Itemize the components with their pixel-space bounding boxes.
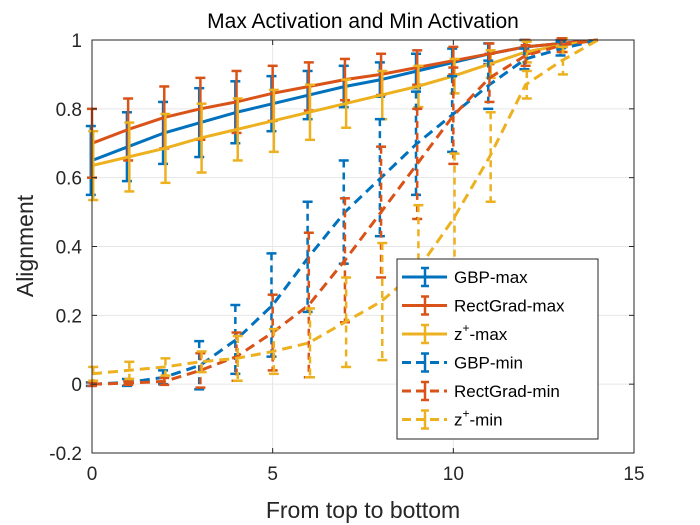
ticks: 0 5 10 15-0.200.20.40.60.81 <box>49 31 644 485</box>
legend-box <box>396 258 599 440</box>
x-tick-label: 10 <box>443 464 464 485</box>
error-bar <box>521 69 532 100</box>
legend-item: z+-min <box>402 407 503 430</box>
y-axis-label: Alignment <box>12 194 38 297</box>
error-bar <box>196 102 207 174</box>
error-bar <box>557 45 568 76</box>
error-bar <box>88 365 99 382</box>
error-bar <box>196 350 207 374</box>
error-bar <box>448 66 459 166</box>
error-bar <box>160 112 171 185</box>
error-bar <box>485 111 496 204</box>
x-tick-label: 15 <box>623 464 644 485</box>
legend-label: z+-min <box>454 407 503 430</box>
y-tick-label: 0.4 <box>56 238 83 259</box>
x-tick-label: 0 <box>87 464 98 485</box>
error-bar <box>268 88 279 154</box>
legend-label-base: z <box>454 411 463 430</box>
error-bar <box>88 129 99 202</box>
legend-label-superscript: + <box>463 321 470 335</box>
error-bar <box>124 121 135 193</box>
error-bar <box>232 97 243 162</box>
legend-item: GBP-min <box>402 352 523 373</box>
y-tick-label: -0.2 <box>49 444 82 465</box>
series-RectGrad-min <box>87 37 599 389</box>
legend-label: RectGrad-min <box>454 382 560 401</box>
x-tick-label: 5 <box>267 464 278 485</box>
legend-label: z+-max <box>454 321 508 344</box>
legend-label-suffix: -max <box>470 325 508 344</box>
legend-label-superscript: + <box>463 407 470 421</box>
error-bar <box>377 241 388 362</box>
x-axis-label: From top to bottom <box>266 497 460 523</box>
legend-label-base: z <box>454 325 463 344</box>
error-bar <box>123 380 134 387</box>
legend-item: GBP-max <box>402 266 528 288</box>
y-tick-label: 0 <box>71 375 82 396</box>
chart-title: Max Activation and Min Activation <box>207 10 519 33</box>
legend-item: RectGrad-max <box>402 295 565 316</box>
error-bar <box>341 78 352 130</box>
legend-label: GBP-min <box>454 354 523 373</box>
legend-item: RectGrad-min <box>402 380 560 402</box>
legend-item: z+-max <box>402 321 508 345</box>
legend-label: GBP-max <box>454 268 528 287</box>
error-bar <box>159 376 170 387</box>
y-tick-label: 0.2 <box>56 306 82 327</box>
y-tick-label: 0.8 <box>56 100 82 121</box>
legend: GBP-maxRectGrad-maxz+-maxGBP-minRectGrad… <box>396 258 599 440</box>
error-bar <box>305 307 315 379</box>
y-tick-label: 0.6 <box>56 169 82 190</box>
error-bar <box>341 276 352 369</box>
error-bar <box>520 43 531 68</box>
legend-label-suffix: -min <box>470 411 503 430</box>
legend-label: RectGrad-max <box>454 297 565 316</box>
error-bar <box>305 83 315 142</box>
series-line <box>91 38 599 376</box>
error-bar <box>484 52 495 104</box>
error-bar <box>268 327 279 376</box>
error-bar <box>124 360 135 381</box>
y-tick-label: 1 <box>71 31 82 52</box>
error-bar <box>160 357 171 377</box>
error-bar <box>232 334 243 382</box>
